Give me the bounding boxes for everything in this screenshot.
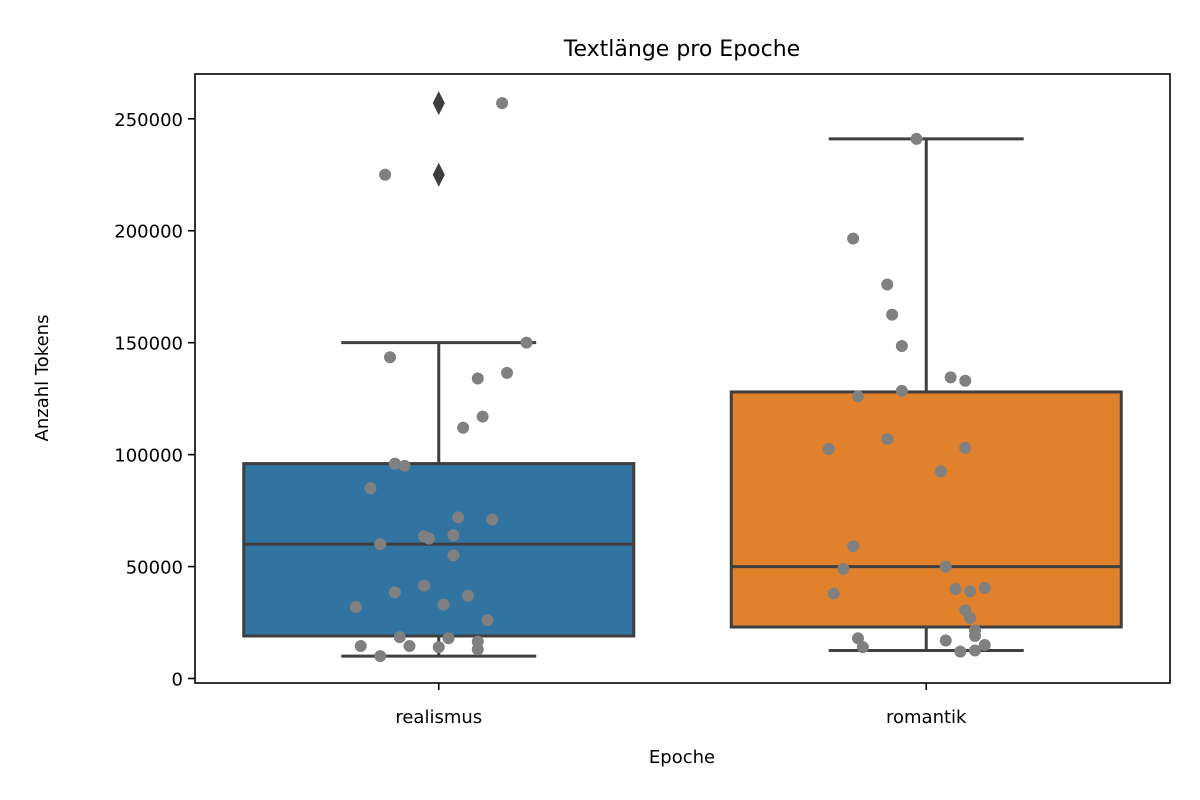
- data-point: [969, 644, 981, 657]
- data-point: [442, 632, 455, 645]
- y-axis: 0 50000 100000 150000 200000 250000: [114, 110, 195, 691]
- data-point: [447, 529, 460, 542]
- x-tick-label: romantik: [886, 707, 967, 728]
- data-point: [349, 600, 362, 613]
- plot-area: [242, 91, 1123, 663]
- data-point: [462, 589, 474, 602]
- data-point: [379, 168, 392, 181]
- data-point: [822, 443, 835, 456]
- data-point: [886, 308, 899, 321]
- x-axis-label: Epoche: [649, 747, 715, 768]
- data-point: [476, 410, 489, 423]
- data-point: [881, 432, 894, 445]
- plot-frame: [194, 73, 1171, 684]
- strip-points-romantik: [822, 132, 991, 658]
- box-group-realismus: [242, 91, 636, 658]
- data-point: [471, 643, 484, 656]
- outlier-marker: [432, 91, 445, 116]
- data-point: [827, 587, 840, 600]
- data-point: [852, 390, 864, 403]
- y-tick-label: 200000: [114, 222, 183, 243]
- data-point: [954, 645, 967, 658]
- data-point: [847, 232, 860, 245]
- data-point: [388, 586, 401, 599]
- data-point: [398, 459, 411, 472]
- data-point: [384, 351, 396, 364]
- data-point: [374, 650, 387, 663]
- data-point: [457, 421, 470, 434]
- y-tick-label: 0: [172, 670, 183, 691]
- data-point: [944, 371, 957, 384]
- data-point: [895, 384, 908, 397]
- data-point: [447, 549, 460, 562]
- data-point: [432, 641, 445, 654]
- data-point: [423, 532, 435, 545]
- y-tick-label: 50000: [126, 558, 183, 579]
- data-point: [964, 612, 977, 625]
- data-point: [978, 638, 991, 651]
- box-group-romantik: [729, 137, 1123, 653]
- data-point: [471, 372, 484, 385]
- data-point: [403, 640, 416, 653]
- data-point: [881, 278, 894, 291]
- x-axis: realismus romantik: [395, 683, 967, 728]
- outlier-marker: [432, 162, 445, 187]
- box-realismus: [242, 462, 636, 638]
- data-point: [978, 581, 991, 594]
- data-point: [501, 366, 513, 379]
- data-point: [964, 585, 977, 598]
- data-point: [437, 598, 450, 611]
- y-tick-label: 250000: [114, 110, 183, 131]
- data-point: [959, 374, 972, 387]
- data-point: [364, 482, 377, 495]
- data-point: [847, 540, 860, 553]
- box-romantik: [729, 390, 1123, 629]
- x-tick-label: realismus: [395, 707, 482, 728]
- chart-title: Textlänge pro Epoche: [563, 37, 800, 62]
- data-point: [852, 632, 864, 645]
- data-point: [837, 562, 850, 575]
- data-point: [856, 641, 869, 654]
- data-point: [959, 441, 972, 454]
- data-point: [388, 457, 401, 470]
- y-tick-label: 100000: [114, 446, 183, 467]
- y-axis-label: Anzahl Tokens: [32, 315, 53, 442]
- data-point: [496, 97, 509, 110]
- data-point: [949, 582, 962, 595]
- data-point: [939, 634, 952, 647]
- data-point: [374, 538, 387, 551]
- data-point: [418, 579, 431, 592]
- data-point: [354, 640, 367, 653]
- data-point: [393, 631, 406, 644]
- data-point: [969, 629, 981, 642]
- strip-points-realismus: [349, 97, 533, 663]
- data-point: [934, 465, 947, 478]
- data-point: [939, 560, 952, 573]
- y-tick-label: 150000: [114, 334, 183, 355]
- data-point: [486, 513, 499, 526]
- data-point: [895, 340, 908, 353]
- data-point: [520, 336, 533, 349]
- data-point: [481, 614, 494, 627]
- data-point: [452, 511, 465, 524]
- data-point: [910, 132, 923, 145]
